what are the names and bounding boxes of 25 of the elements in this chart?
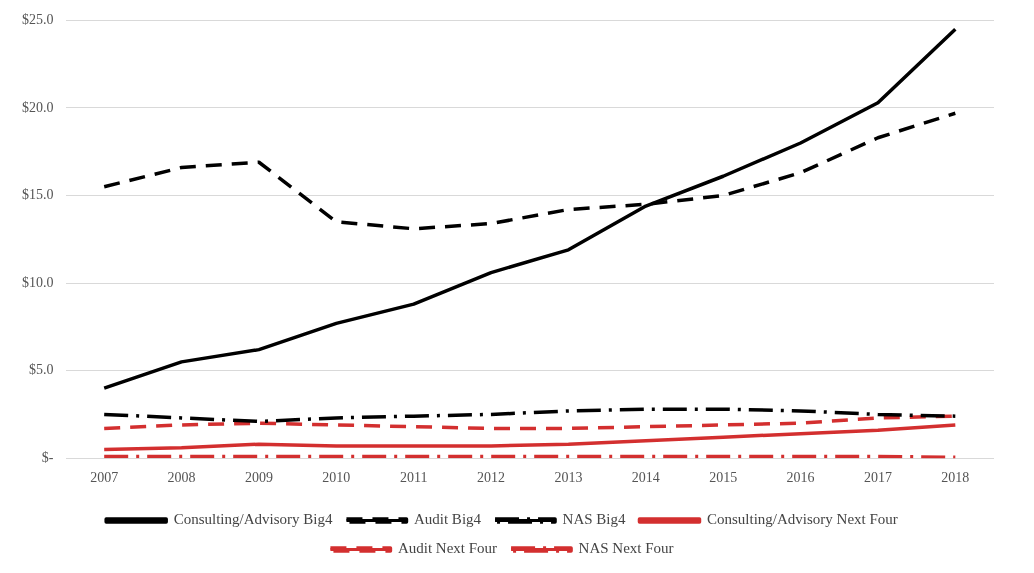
legend-label: Audit Big4 — [413, 511, 482, 528]
legend-label: Consulting/Advisory Next Four — [706, 511, 898, 528]
x-tick-label: 2015 — [709, 470, 738, 486]
y-tick-label: $- — [41, 449, 54, 465]
x-tick-label: 2017 — [863, 470, 892, 486]
y-tick-label: $5.0 — [29, 362, 54, 378]
line-series — [102, 407, 958, 424]
x-tick-label: 2011 — [399, 470, 428, 486]
x-tick-label: 2016 — [786, 470, 815, 486]
x-tick-label: 2013 — [554, 470, 583, 486]
legend-label: NAS Next Four — [578, 540, 674, 557]
y-tick-label: $25.0 — [22, 12, 54, 28]
x-tick-label: 2007 — [90, 470, 119, 486]
x-tick-label: 2010 — [322, 470, 351, 486]
x-tick-label: 2018 — [941, 470, 970, 486]
x-tick-label: 2014 — [631, 470, 660, 486]
legend-label: NAS Big4 — [562, 511, 626, 528]
y-tick-label: $20.0 — [22, 99, 54, 115]
legend-label: Consulting/Advisory Big4 — [173, 511, 333, 528]
y-tick-label: $10.0 — [22, 274, 54, 290]
x-tick-label: 2009 — [244, 470, 273, 486]
x-tick-label: 2012 — [477, 470, 506, 486]
y-tick-label: $15.0 — [22, 187, 54, 203]
x-tick-label: 2008 — [167, 470, 196, 486]
legend-label: Audit Next Four — [397, 540, 498, 557]
